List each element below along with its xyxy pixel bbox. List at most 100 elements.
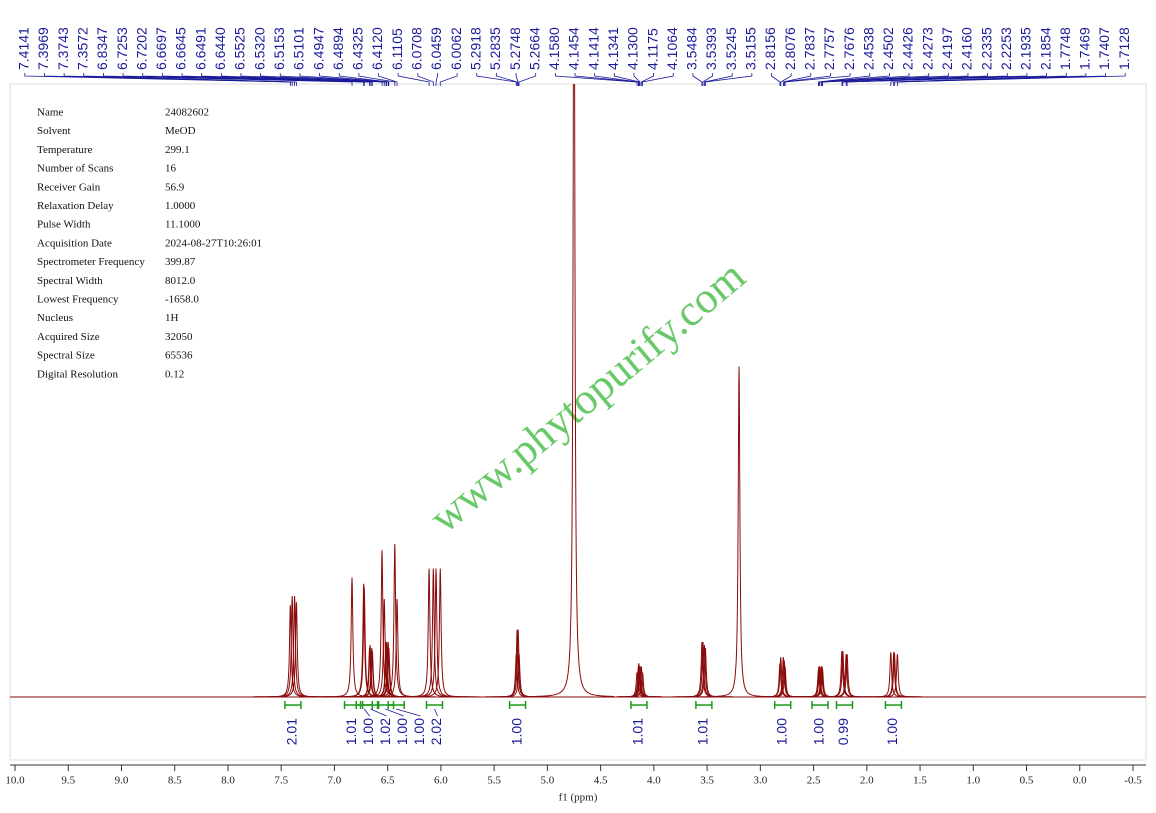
peak-leader [705,73,753,86]
peak-leader [784,73,851,86]
peak [250,605,331,698]
x-tick-label: 7.5 [274,775,288,787]
peak-label: 4.1454 [566,27,582,70]
peak-label: 2.7757 [821,27,837,70]
peak-label: 7.3572 [74,27,90,70]
integral-leader [434,708,438,717]
integral-bracket [884,701,903,709]
param-value: 16 [165,163,177,175]
peak-leader [518,73,537,86]
peak [782,669,863,698]
peak-label: 2.8076 [782,27,798,70]
param-key: Lowest Frequency [37,294,119,306]
watermark: www.phytopurify.com [420,251,754,543]
peak-label: 2.2253 [998,27,1014,70]
integral-bracket [811,701,829,709]
peak [850,652,931,698]
param-key: Solvent [37,125,71,137]
peak-label: 4.1580 [546,27,562,70]
peak-label: 6.7202 [133,27,149,70]
peak-label: 7.4141 [16,27,32,70]
peak-label: 1.7128 [1116,27,1132,70]
peak-leader [515,73,519,86]
x-tick-label: 4.5 [594,775,608,787]
peak-label: 2.8156 [762,27,778,70]
integral-bracket [773,701,792,709]
integral-bracket [695,701,713,709]
peak-label: 3.5155 [743,27,759,70]
integral-label: 1.01 [343,718,359,745]
peak [256,602,337,698]
param-key: Digital Resolution [37,368,118,380]
integral-label: 1.00 [508,718,524,745]
peak-label: 6.4120 [369,27,385,70]
peak-label: 6.7253 [114,27,130,70]
integral-leader [370,708,387,717]
peak-label: 2.4273 [919,27,935,70]
peak-label: 4.1341 [605,27,621,70]
x-tick-label: 9.0 [115,775,129,787]
peak [665,647,746,698]
peak-leader [613,73,640,86]
param-value: 11.1000 [165,219,201,231]
integral-label: 2.01 [284,718,300,745]
x-tick-label: 8.5 [168,775,182,787]
param-value: 0.12 [165,368,184,380]
x-tick-label: 6.0 [434,775,448,787]
peak-label: 3.5393 [703,27,719,70]
peak-label: 1.7407 [1096,27,1112,70]
param-value: 8012.0 [165,275,196,287]
x-tick-label: 0.0 [1073,775,1087,787]
peak-label: 7.3743 [55,27,71,70]
param-key: Receiver Gain [37,181,101,193]
param-key: Acquisition Date [37,237,112,249]
param-key: Number of Scans [37,163,113,175]
spectrum [250,84,938,698]
peak-label: 4.1064 [664,27,680,70]
peak-leader [417,73,434,86]
peak-label: 4.1414 [585,27,601,70]
param-value: 65536 [165,350,193,362]
param-key: Relaxation Delay [37,200,114,212]
peak-leader [279,73,387,86]
peak-leader [692,73,703,86]
peak-leader [704,73,733,86]
x-tick-label: -0.5 [1124,775,1142,787]
peak-leader [397,73,430,86]
param-key: Spectral Width [37,275,103,287]
integral-bracket [835,701,854,709]
peak-label: 1.7469 [1077,27,1093,70]
x-tick-label: 2.5 [807,775,821,787]
peak-label: 6.4947 [310,27,326,70]
peak-leader [846,73,1047,86]
peak-leader [201,73,373,86]
integral-label: 1.00 [884,718,900,745]
peak-leader [896,73,1126,86]
peak-label: 2.4502 [880,27,896,70]
peak-label: 5.2918 [467,27,483,70]
integral-bracket [425,701,444,709]
peak-leader [771,73,781,86]
peak-leader [378,73,398,86]
peak-leader [633,73,641,86]
peak-leader [358,73,396,86]
integral-leader [396,708,421,717]
integral-label: 1.01 [695,718,711,745]
peak-label: 2.7676 [841,27,857,70]
param-value: 2024-08-27T10:26:01 [165,237,262,249]
param-value: 32050 [165,331,193,343]
peak-leader [820,73,930,86]
peak [357,599,438,698]
integral-bracket [361,701,380,709]
integral-label: 2.02 [428,718,444,745]
x-axis-label: f1 (ppm) [559,792,598,804]
peak-label: 7.3969 [35,27,51,70]
param-key: Acquired Size [37,331,100,343]
integral-leader [385,708,404,717]
peak [699,366,780,698]
integral-label: 1.00 [811,718,827,745]
peak [400,568,481,698]
peak-label: 6.5153 [271,27,287,70]
param-value: 56.9 [165,181,185,193]
x-tick-label: 9.5 [61,775,75,787]
